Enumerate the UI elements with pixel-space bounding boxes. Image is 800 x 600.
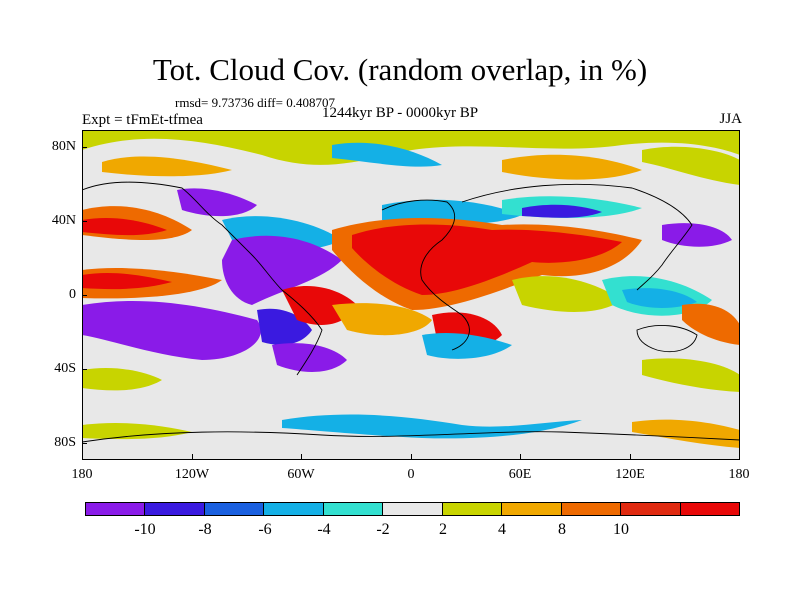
south-atlantic-orange (332, 303, 432, 336)
lat-label-40n: 40N (51, 213, 76, 228)
colorbar-segment (323, 503, 384, 515)
colorbar (85, 502, 740, 516)
colorbar-label: -6 (258, 521, 272, 538)
patagonia-purple (272, 343, 347, 372)
colorbar-segment (264, 503, 324, 515)
lat-tick (82, 369, 87, 370)
lat-tick (82, 147, 87, 148)
antarctica-coastline (82, 431, 740, 443)
antarctic-orange (632, 419, 740, 448)
lon-tick (520, 454, 521, 459)
colorbar-label: 4 (498, 521, 506, 538)
africa-europe-coastline (381, 199, 470, 351)
colorbar-segment (680, 503, 739, 515)
colorbar-label: 8 (558, 521, 566, 538)
colorbar-segment (561, 503, 622, 515)
greenland-cyan (332, 142, 442, 167)
lat-label-80s: 80S (54, 435, 76, 450)
africa-asia-red (352, 224, 622, 295)
plot-title: Tot. Cloud Cov. (random overlap, in %) (152, 52, 648, 87)
nw-pacific-purple (662, 223, 732, 247)
na-purple (177, 188, 257, 217)
southern-ocean-yellow (642, 358, 740, 392)
lon-tick (82, 454, 83, 459)
south-pacific-yellow (82, 368, 162, 391)
east-pacific-purple (82, 300, 261, 360)
colorbar-label: 10 (613, 521, 629, 538)
north-pacific-core (82, 218, 167, 236)
lon-tick (411, 454, 412, 459)
americas-coastline (82, 181, 323, 376)
antarctic-yellow (82, 422, 192, 440)
colorbar-label: -8 (198, 521, 212, 538)
arctic-positive-band (82, 130, 740, 165)
lat-label-40s: 40S (54, 361, 76, 376)
lon-label-0: 0 (407, 467, 415, 482)
asia-coastline (461, 183, 693, 291)
east-arctic-yellow (642, 146, 740, 185)
time-period-label: 1244kyr BP - 0000kyr BP (322, 105, 479, 121)
colorbar-segment (621, 503, 681, 515)
lon-label-60e: 60E (508, 467, 532, 482)
colorbar-segment (204, 503, 265, 515)
colorbar-segment (502, 503, 562, 515)
lat-label-0: 0 (69, 287, 76, 302)
colorbar-segment (383, 503, 443, 515)
sw-pacific-orange (682, 303, 740, 345)
experiment-label: Expt = tFmEt-tfmea (82, 112, 203, 128)
maritime-cyan (622, 288, 697, 308)
lon-label-60w: 60W (287, 467, 315, 482)
lat-label-80n: 80N (51, 139, 76, 154)
lon-tick (301, 454, 302, 459)
lon-tick (192, 454, 193, 459)
lon-tick (739, 454, 740, 459)
rmsd-diff-stats: rmsd= 9.73736 diff= 0.408707 (175, 95, 335, 110)
season-label: JJA (719, 111, 742, 127)
colorbar-segment (86, 503, 146, 515)
colorbar-segment (442, 503, 503, 515)
lon-label-180w: 180 (71, 467, 93, 482)
colorbar-label: 2 (439, 521, 447, 538)
lon-label-180e: 180 (728, 467, 750, 482)
lat-tick (82, 221, 87, 222)
caribbean-purple (222, 235, 342, 305)
south-indian-cyan (422, 333, 512, 359)
australia-coastline (636, 325, 698, 353)
tropical-pacific-red (82, 272, 172, 290)
cloud-cover-anomaly-map (82, 130, 740, 460)
asia-blue (522, 204, 602, 218)
lon-label-120e: 120E (615, 467, 645, 482)
lon-tick (630, 454, 631, 459)
indian-ocean-yellow (512, 276, 622, 312)
lat-tick (82, 443, 87, 444)
colorbar-segment (145, 503, 205, 515)
north-pacific-orange (102, 156, 232, 177)
colorbar-label: -10 (134, 521, 156, 538)
lat-tick (82, 295, 87, 296)
siberia-orange (502, 154, 642, 180)
lon-label-120w: 120W (174, 467, 210, 482)
map-svg (82, 130, 740, 460)
colorbar-label: -2 (376, 521, 390, 538)
colorbar-label: -4 (317, 521, 331, 538)
